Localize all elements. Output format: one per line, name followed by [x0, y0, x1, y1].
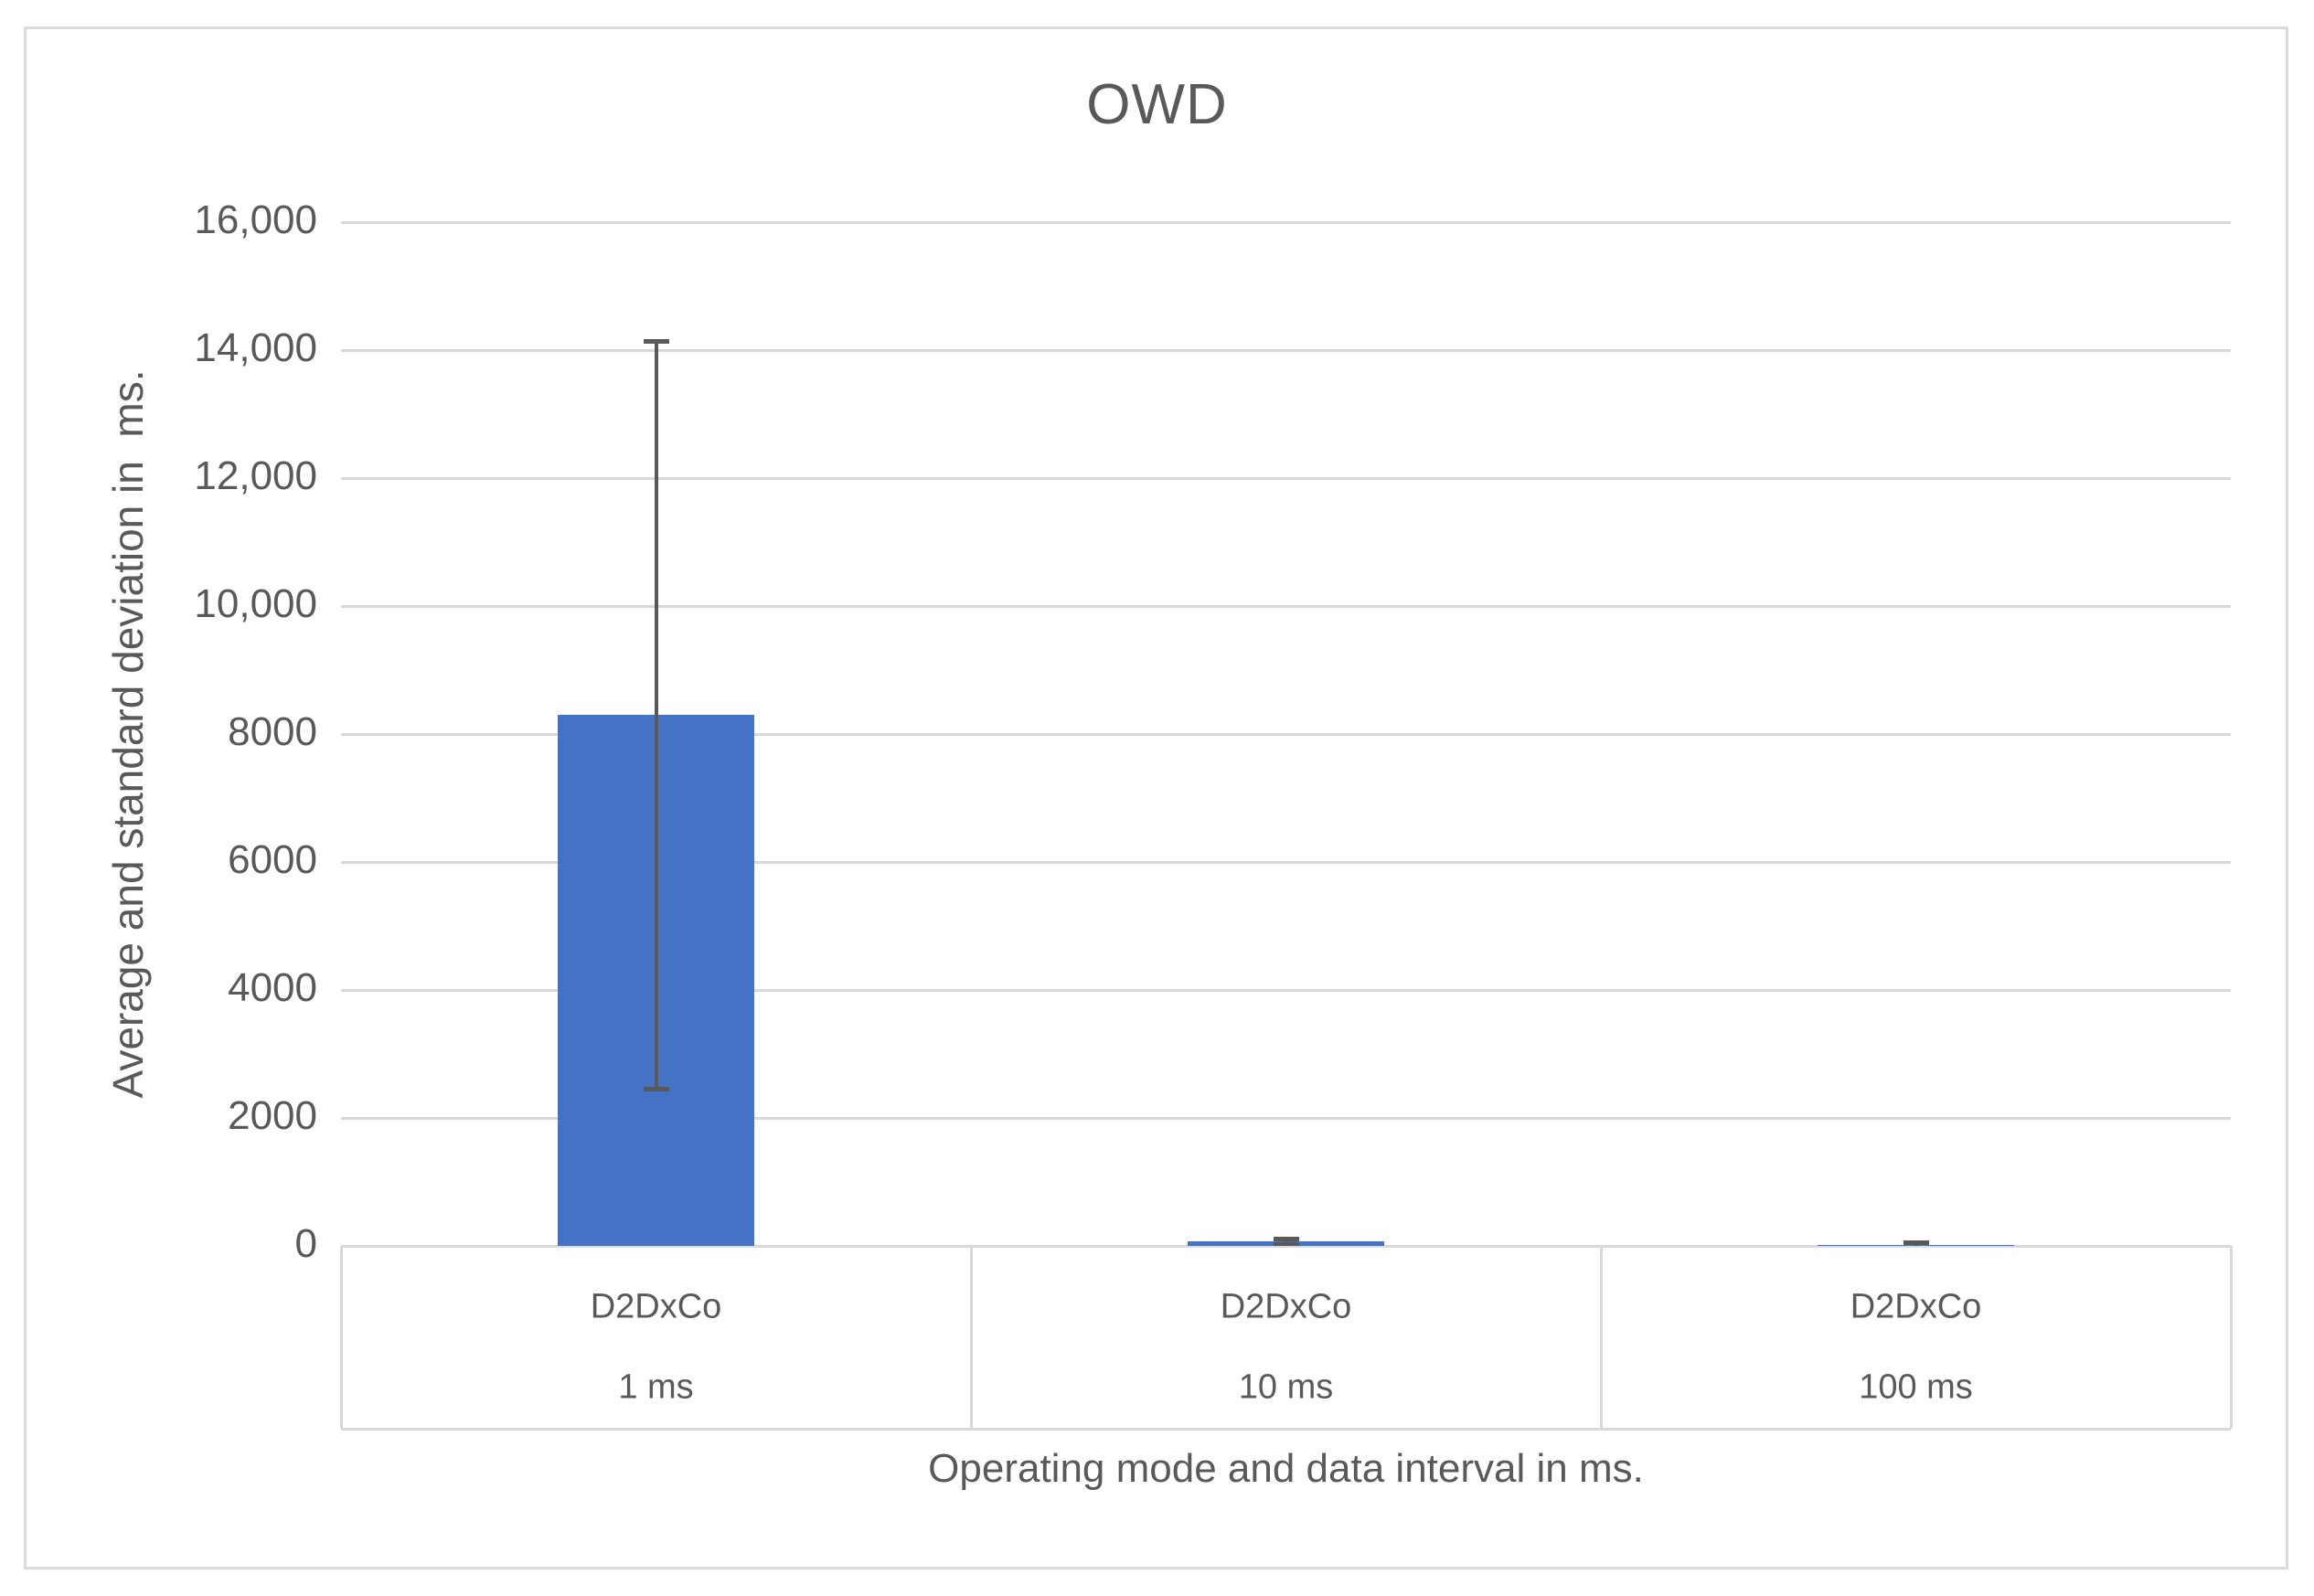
gridline	[341, 988, 2231, 992]
gridline	[341, 220, 2231, 224]
error-bar-cap-top	[1903, 1240, 1929, 1246]
error-bar-line	[1284, 1238, 1288, 1245]
y-tick-label: 6000	[228, 837, 317, 882]
error-bar-cap-bottom	[1273, 1241, 1299, 1246]
y-tick-label: 16,000	[194, 197, 317, 242]
gridline	[341, 476, 2231, 480]
category-interval-label: 100 ms	[1859, 1367, 1973, 1407]
chart-border	[24, 27, 2288, 1569]
category-cell-border	[969, 1246, 973, 1429]
error-bar-cap-bottom	[643, 1086, 669, 1091]
category-mode-label: D2DxCo	[1220, 1287, 1352, 1326]
y-tick-label: 10,000	[194, 581, 317, 626]
x-axis-title: Operating mode and data interval in ms.	[928, 1446, 1644, 1491]
category-interval-label: 10 ms	[1238, 1367, 1334, 1407]
y-tick-label: 4000	[228, 965, 317, 1010]
y-tick-label: 12,000	[194, 453, 317, 498]
gridline	[341, 604, 2231, 608]
category-interval-label: 1 ms	[618, 1367, 694, 1407]
plot-area	[341, 222, 2231, 1246]
y-tick-label: 2000	[228, 1093, 317, 1138]
chart-title: OWD	[1086, 73, 1228, 136]
gridline	[341, 860, 2231, 864]
y-tick-label: 0	[294, 1221, 317, 1266]
y-tick-label: 8000	[228, 709, 317, 754]
category-mode-label: D2DxCo	[1850, 1287, 1982, 1326]
gridline	[341, 1244, 2231, 1248]
gridline	[341, 348, 2231, 352]
error-bar-cap-top	[1273, 1236, 1299, 1241]
y-tick-label: 14,000	[194, 325, 317, 370]
error-bar-cap-top	[643, 338, 669, 344]
category-mode-label: D2DxCo	[590, 1287, 722, 1326]
category-cell-border	[339, 1246, 343, 1429]
error-bar-line	[654, 340, 658, 1090]
gridline	[341, 732, 2231, 736]
category-cell-border	[1599, 1246, 1603, 1429]
gridline	[341, 1116, 2231, 1120]
category-axis-bottom-border	[341, 1427, 2231, 1431]
category-cell-border	[2229, 1246, 2233, 1429]
